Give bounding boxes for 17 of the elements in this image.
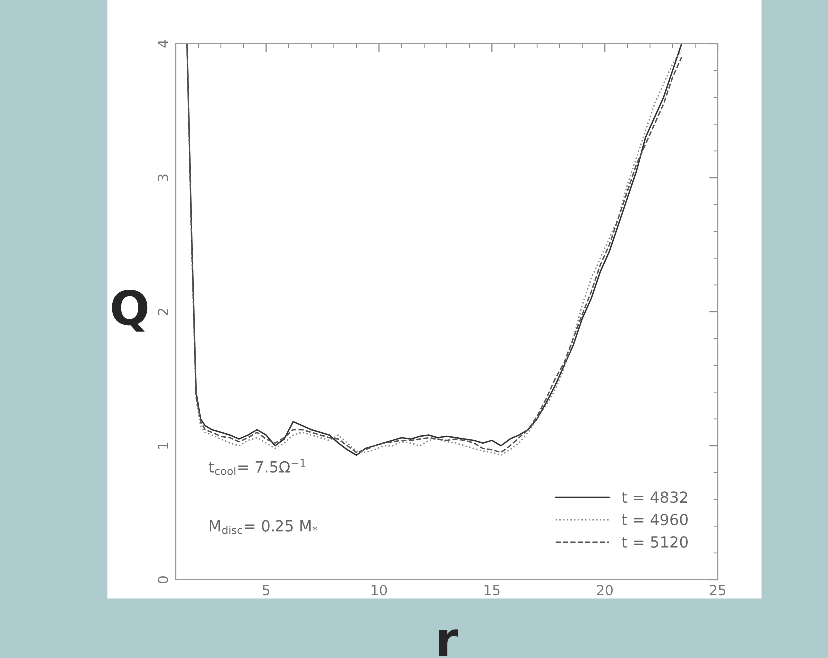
x-tick-label: 25 <box>710 585 726 596</box>
x-axis-title: r <box>439 630 459 656</box>
x-tick-label: 5 <box>262 585 270 596</box>
y-tick-label: 4 <box>158 40 168 48</box>
legend-label: t = 4960 <box>622 514 688 526</box>
x-tick-label: 10 <box>372 585 388 596</box>
legend-label: t = 5120 <box>622 536 688 548</box>
y-axis-title: Q <box>112 290 148 332</box>
annotation: t$_{cool}$= 7.5Ω$^{−1}$ <box>208 459 306 476</box>
annotation: M$_{disc}$= 0.25 M$_{*}$ <box>210 520 318 534</box>
y-tick-label: 1 <box>158 442 168 449</box>
y-tick-label: 3 <box>158 174 168 182</box>
x-tick-label: 20 <box>597 585 613 596</box>
y-tick-label: 2 <box>158 308 168 316</box>
x-tick-label: 15 <box>484 585 500 596</box>
legend-label: t = 4832 <box>622 492 688 504</box>
y-tick-label: 0 <box>158 576 168 584</box>
